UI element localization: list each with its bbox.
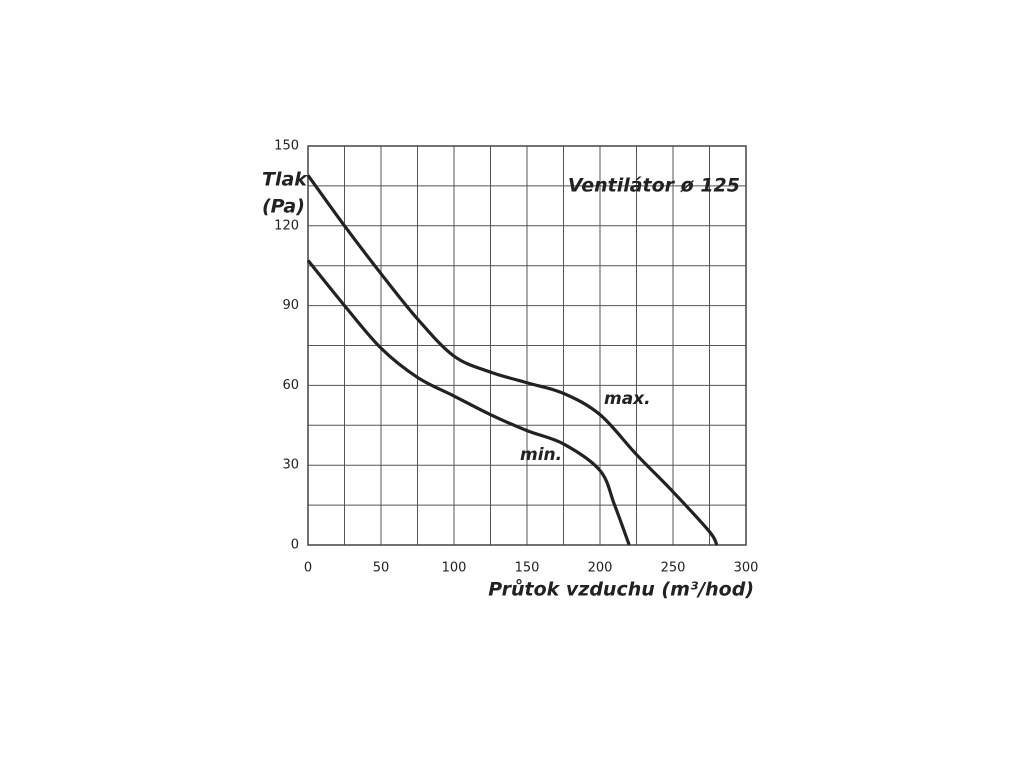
series-line [306,174,719,546]
x-tick-label: 50 [373,561,390,576]
y-axis-label: Tlak [262,169,308,191]
series-line [306,259,631,546]
chart-title: Ventilátor ø 125 [568,175,740,197]
y-tick-label: 0 [291,538,299,553]
x-tick-label: 0 [304,561,312,576]
x-tick-label: 250 [661,561,686,576]
series-label: min. [520,445,562,465]
plot-frame [307,145,747,546]
y-axis-label: (Pa) [262,196,305,218]
x-axis-label: Průtok vzduchu (m³/hod) [488,578,754,601]
y-tick-label: 60 [282,378,299,393]
y-tick-label: 120 [274,218,299,233]
y-tick-label: 30 [282,458,299,473]
x-tick-label: 150 [515,561,540,576]
series-label: max. [604,389,651,409]
y-tick-label: 150 [274,139,299,154]
x-tick-label: 300 [734,561,759,576]
x-tick-label: 100 [442,561,467,576]
x-tick-label: 200 [588,561,613,576]
y-tick-label: 90 [282,298,299,313]
